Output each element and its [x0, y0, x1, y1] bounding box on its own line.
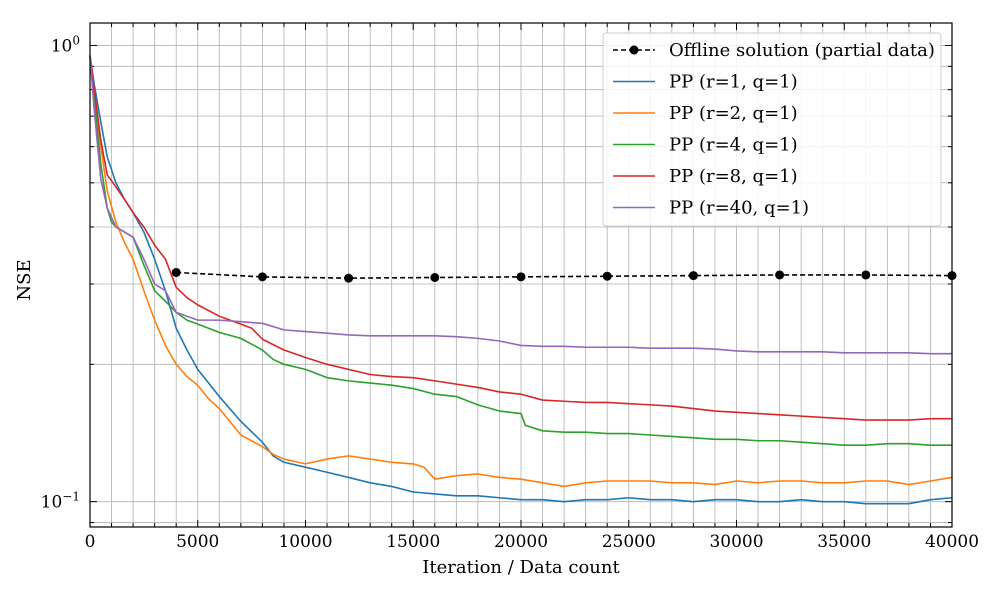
y-tick-label: 10−1: [41, 490, 80, 513]
series-marker-0: [775, 270, 785, 280]
x-tick-label: 25000: [602, 532, 656, 552]
x-tick-label: 5000: [176, 532, 219, 552]
legend-box: [602, 32, 942, 227]
series-marker-0: [430, 273, 440, 283]
legend-label-0: Offline solution (partial data): [669, 40, 935, 61]
legend: Offline solution (partial data) PP (r=1, …: [602, 32, 942, 227]
series-line-0: [176, 271, 953, 279]
series-marker-0: [602, 271, 612, 281]
series-marker-0: [688, 271, 698, 281]
x-tick-label: 15000: [386, 532, 440, 552]
y-axis-label: NSE: [14, 259, 35, 300]
legend-label-3: PP (r=4, q=1): [669, 135, 798, 156]
series-marker-0: [344, 273, 354, 283]
series-marker-0: [171, 267, 181, 277]
legend-label-1: PP (r=1, q=1): [669, 72, 798, 93]
series-line-5: [89, 55, 952, 355]
series-line-4: [89, 55, 952, 421]
series-marker-0: [861, 270, 871, 280]
legend-label-2: PP (r=2, q=1): [669, 103, 798, 124]
x-tick-label: 35000: [817, 532, 871, 552]
series-marker-0: [257, 272, 267, 282]
series-line-1: [89, 55, 953, 505]
x-tick-label: 40000: [925, 532, 979, 552]
plot-frame: [89, 22, 953, 528]
y-tick-labels: 10−1 100: [41, 33, 80, 512]
series-line-2: [89, 55, 953, 488]
x-tick-label: 10000: [278, 532, 332, 552]
legend-label-5: PP (r=40, q=1): [669, 198, 809, 219]
x-axis-label: Iteration / Data count: [422, 557, 620, 578]
x-tick-label: 0: [85, 532, 96, 552]
legend-items: Offline solution (partial data) PP (r=1, …: [613, 40, 935, 219]
x-tick-label: 20000: [494, 532, 548, 552]
axis-ticks: [89, 23, 953, 527]
series-marker-0: [516, 272, 526, 282]
legend-label-4: PP (r=8, q=1): [669, 166, 798, 187]
series-line-3: [89, 55, 952, 446]
x-tick-labels: 0 5000 10000 15000 20000 25000 30000 35000 40000: [85, 532, 979, 552]
x-tick-label: 30000: [709, 532, 763, 552]
y-tick-label: 100: [51, 33, 80, 56]
series-lines: [89, 55, 957, 505]
legend-marker-0: [629, 45, 639, 55]
